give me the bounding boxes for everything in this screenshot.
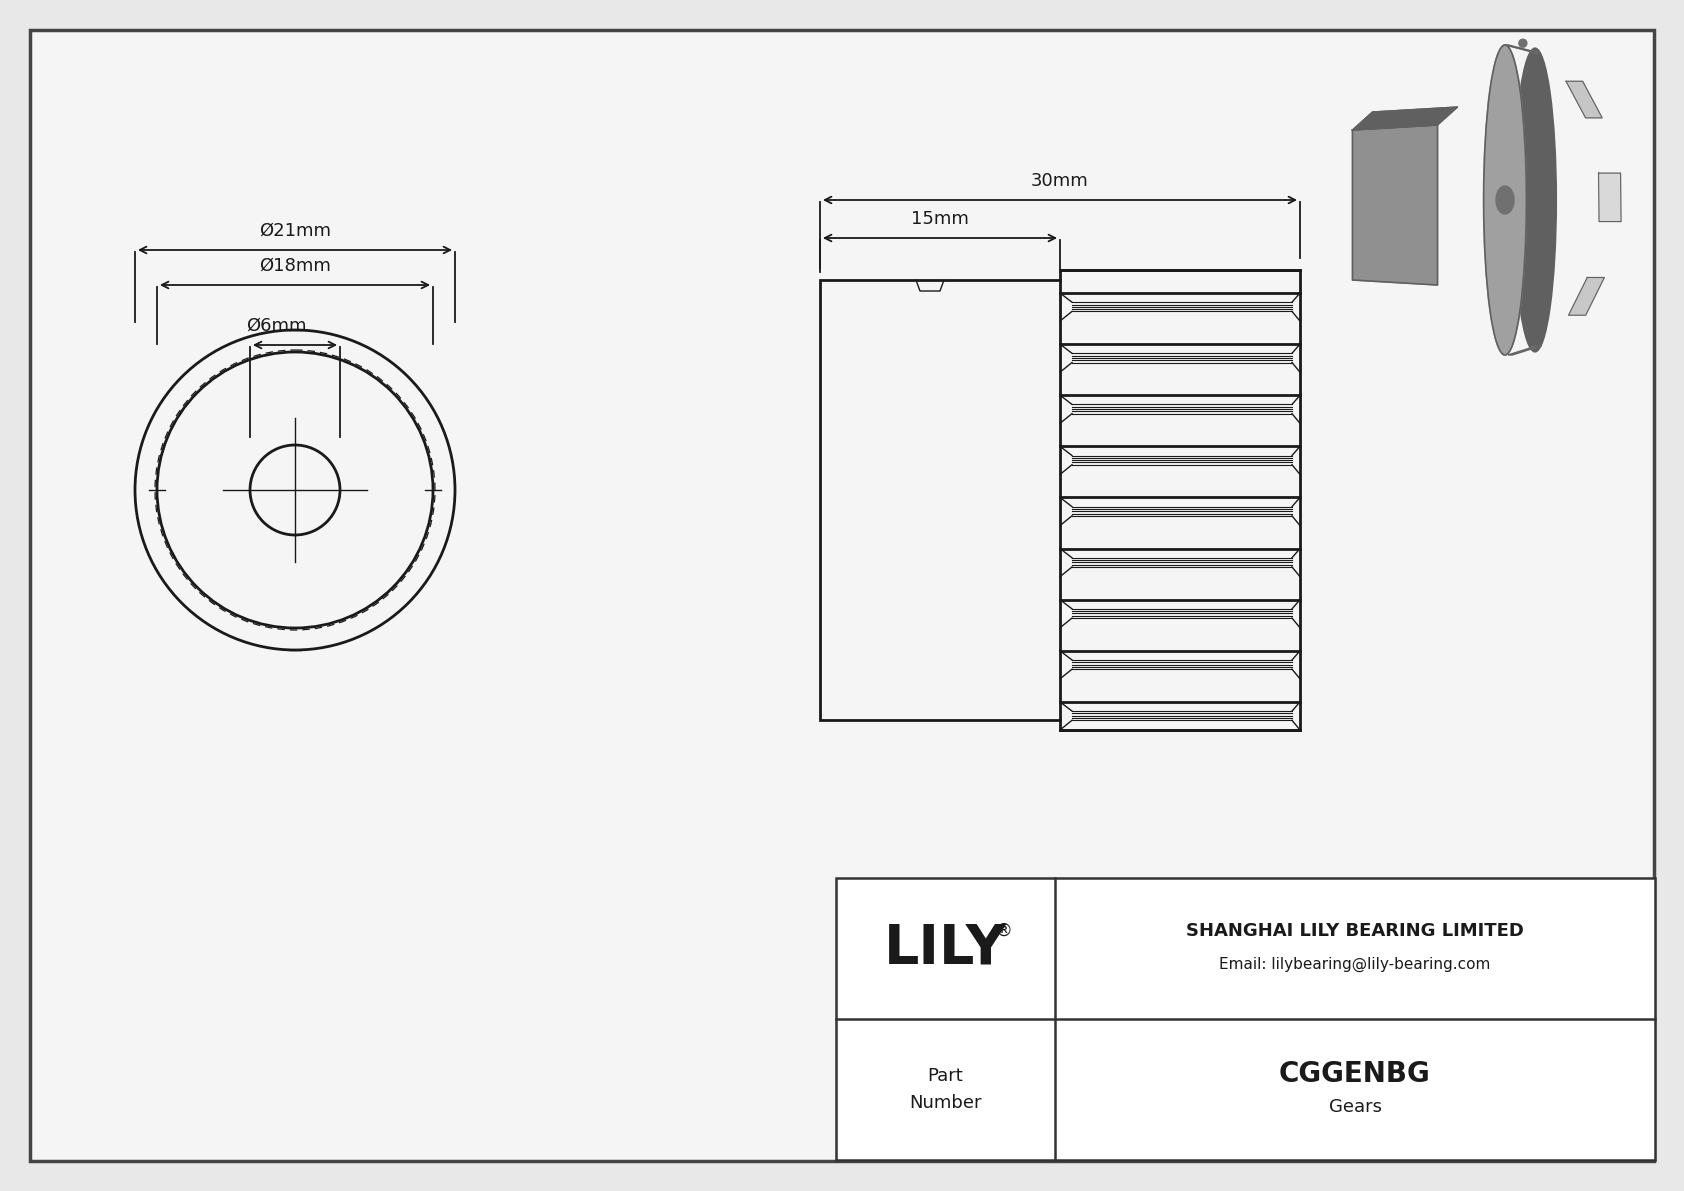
Text: Ø21mm: Ø21mm: [259, 222, 332, 241]
Text: SHANGHAI LILY BEARING LIMITED: SHANGHAI LILY BEARING LIMITED: [1186, 922, 1524, 940]
Polygon shape: [1568, 278, 1605, 316]
Ellipse shape: [1519, 39, 1527, 48]
Text: 15mm: 15mm: [911, 210, 968, 227]
Bar: [1250, 50, 1640, 360]
Polygon shape: [1352, 125, 1438, 285]
Text: Ø18mm: Ø18mm: [259, 257, 332, 275]
Text: Gears: Gears: [1329, 1098, 1381, 1116]
Text: Email: lilybearing@lily-bearing.com: Email: lilybearing@lily-bearing.com: [1219, 956, 1490, 972]
Polygon shape: [1505, 45, 1537, 52]
Polygon shape: [1352, 107, 1457, 130]
Text: Ø6mm: Ø6mm: [246, 317, 306, 335]
Polygon shape: [1598, 173, 1622, 222]
Polygon shape: [1509, 345, 1541, 355]
Text: ®: ®: [995, 922, 1012, 940]
Ellipse shape: [1495, 186, 1514, 214]
Ellipse shape: [1514, 48, 1556, 351]
Text: CGGENBG: CGGENBG: [1280, 1060, 1431, 1087]
Bar: [835, 878, 1655, 1160]
Ellipse shape: [1484, 45, 1526, 355]
Polygon shape: [1566, 81, 1601, 118]
Text: 30mm: 30mm: [1031, 172, 1090, 191]
Text: Part
Number: Part Number: [909, 1067, 982, 1111]
Text: LILY: LILY: [884, 922, 1007, 975]
Bar: [820, 280, 1059, 721]
